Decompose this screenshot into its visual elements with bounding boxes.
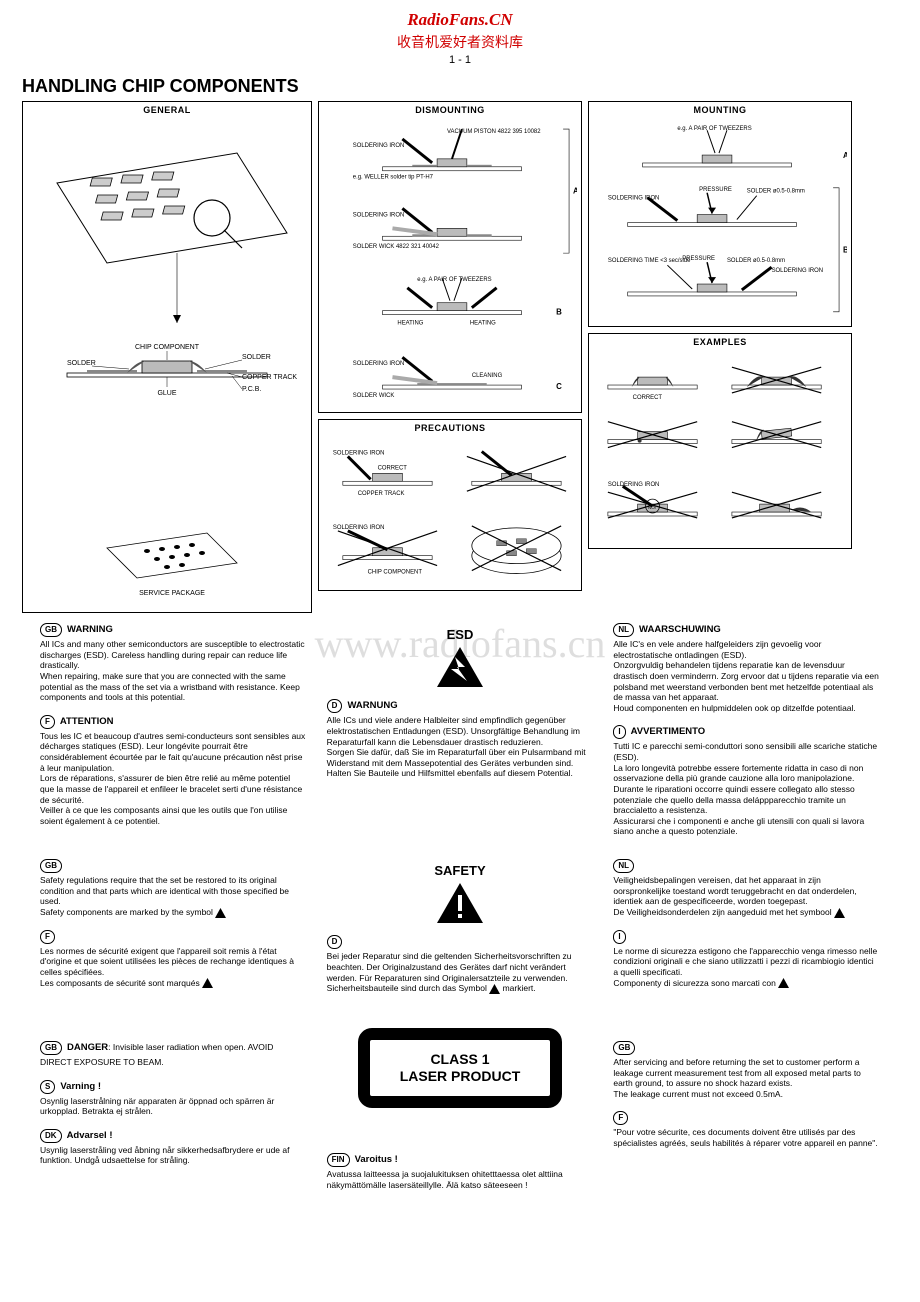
safety-gb: GB Safety regulations require that the s…	[40, 859, 307, 918]
diagram-row: GENERAL	[0, 101, 920, 613]
svg-text:HEATING: HEATING	[397, 321, 423, 327]
laser-gb-danger: GBDANGER: Invisible laser radiation when…	[40, 1041, 307, 1068]
safety-icon	[435, 881, 485, 925]
dismounting-diagram: A SOLDERING IRON VACUUM PISTON 4822 395 …	[323, 122, 577, 414]
svg-text:SOLDERING IRON: SOLDERING IRON	[608, 196, 659, 202]
svg-text:e.g. A PAIR OF TWEEZERS: e.g. A PAIR OF TWEEZERS	[417, 277, 491, 283]
svg-text:SOLDERING IRON: SOLDERING IRON	[353, 212, 404, 218]
svg-text:B: B	[843, 245, 847, 254]
safety-section: GB Safety regulations require that the s…	[0, 849, 920, 1006]
svg-text:SOLDER ø0.5-0.8mm: SOLDER ø0.5-0.8mm	[727, 258, 785, 264]
laser-s: SVarning ! Osynlig laserstrålning när ap…	[40, 1080, 307, 1117]
svg-text:CHIP COMPONENT: CHIP COMPONENT	[368, 570, 423, 576]
class1-laser-box: CLASS 1 LASER PRODUCT	[358, 1028, 562, 1108]
svg-text:e.g. A PAIR OF TWEEZERS: e.g. A PAIR OF TWEEZERS	[677, 126, 751, 132]
safety-nl: NL Veiligheidsbepalingen vereisen, dat h…	[613, 859, 880, 918]
main-title: HANDLING CHIP COMPONENTS	[0, 66, 920, 101]
svg-text:SOLDERING IRON: SOLDERING IRON	[772, 268, 823, 274]
svg-text:P.C.B.: P.C.B.	[242, 386, 261, 393]
svg-text:SOLDERING IRON: SOLDERING IRON	[333, 525, 384, 531]
panel-precautions: PRECAUTIONS SOLDERING IRON CORRECT COPPE…	[318, 419, 582, 591]
laser-f2: F "Pour votre sécurite, ces documents do…	[613, 1111, 880, 1148]
svg-text:CHIP COMPONENT: CHIP COMPONENT	[135, 344, 200, 351]
panel-precautions-title: PRECAUTIONS	[319, 420, 581, 436]
general-diagram: CHIP COMPONENT SOLDER SOLDER COPPER TRAC…	[27, 122, 307, 614]
esd-nl: NLWAARSCHUWING Alle IC's en vele andere …	[613, 623, 880, 713]
safety-heading: SAFETY	[327, 863, 594, 879]
svg-text:SERVICE PACKAGE: SERVICE PACKAGE	[139, 590, 205, 597]
page-header: RadioFans.CN 收音机爱好者资料库 1 - 1	[0, 0, 920, 66]
svg-text:B: B	[556, 308, 562, 317]
esd-heading: ESD	[327, 627, 594, 643]
svg-text:e.g. WELLER solder tip PT-H7: e.g. WELLER solder tip PT-H7	[353, 175, 433, 181]
svg-text:VACUUM PISTON 4822 395 10082: VACUUM PISTON 4822 395 10082	[447, 129, 541, 135]
esd-gb: GBWARNING All ICs and many other semicon…	[40, 623, 307, 703]
svg-text:SOLDERING IRON: SOLDERING IRON	[353, 361, 404, 367]
laser-dk: DKAdvarsel ! Usynlig laserstråling ved å…	[40, 1129, 307, 1166]
panel-general-title: GENERAL	[23, 102, 311, 118]
svg-text:CORRECT: CORRECT	[378, 465, 408, 471]
panel-dismounting: DISMOUNTING A SOLDERING IRON VACUUM PIST…	[318, 101, 582, 413]
safety-d: D Bei jeder Reparatur sind die geltenden…	[327, 935, 594, 994]
esd-icon	[435, 645, 485, 689]
safety-f: F Les normes de sécurité exigent que l'a…	[40, 930, 307, 989]
svg-text:SOLDERING TIME <3 sec/side: SOLDERING TIME <3 sec/side	[608, 258, 691, 264]
laser-section: GBDANGER: Invisible laser radiation when…	[0, 1006, 920, 1222]
panel-mounting: MOUNTING A B e.g. A PAIR OF TWEEZERS	[588, 101, 852, 327]
panel-examples: EXAMPLES CORRECT	[588, 333, 852, 549]
panel-examples-title: EXAMPLES	[589, 334, 851, 350]
examples-diagram: CORRECT	[593, 354, 847, 550]
svg-text:SOLDER WICK 4822 321 40042: SOLDER WICK 4822 321 40042	[353, 244, 439, 250]
esd-section: GBWARNING All ICs and many other semicon…	[0, 613, 920, 849]
svg-text:SOLDER WICK: SOLDER WICK	[353, 393, 395, 399]
svg-text:HEATING: HEATING	[470, 321, 496, 327]
svg-text:SOLDERING IRON: SOLDERING IRON	[608, 482, 659, 488]
svg-text:COPPER TRACK: COPPER TRACK	[358, 491, 405, 497]
svg-text:CLEANING: CLEANING	[472, 373, 503, 379]
laser-fin: FINVaroitus ! Avatussa laitteessa ja suo…	[327, 1153, 594, 1190]
panel-mounting-title: MOUNTING	[589, 102, 851, 118]
svg-text:COPPER TRACK: COPPER TRACK	[242, 374, 297, 381]
svg-text:SOLDER: SOLDER	[242, 354, 271, 361]
svg-text:SOLDERING IRON: SOLDERING IRON	[353, 143, 404, 149]
svg-text:PRESSURE: PRESSURE	[699, 187, 732, 193]
page-number: 1 - 1	[0, 54, 920, 66]
svg-text:A: A	[573, 187, 577, 196]
svg-text:GLUE: GLUE	[157, 390, 176, 397]
svg-text:SOLDERING IRON: SOLDERING IRON	[333, 450, 384, 456]
precautions-diagram: SOLDERING IRON CORRECT COPPER TRACK	[323, 440, 577, 592]
laser-gb2: GB After servicing and before returning …	[613, 1041, 880, 1100]
esd-f: FATTENTION Tous les IC et beaucoup d'aut…	[40, 715, 307, 827]
panel-general: GENERAL	[22, 101, 312, 613]
svg-text:CORRECT: CORRECT	[633, 395, 663, 401]
svg-text:SOLDER ø0.5-0.8mm: SOLDER ø0.5-0.8mm	[747, 189, 805, 195]
panel-dismounting-title: DISMOUNTING	[319, 102, 581, 118]
esd-d: DWARNUNG Alle ICs und viele andere Halbl…	[327, 699, 594, 779]
svg-text:A: A	[843, 151, 847, 160]
site-subtitle: 收音机爱好者资料库	[0, 32, 920, 52]
esd-i: IAVVERTIMENTO Tutti IC e parecchi semi-c…	[613, 725, 880, 837]
svg-text:SOLDER: SOLDER	[67, 360, 96, 367]
mounting-diagram: A B e.g. A PAIR OF TWEEZERS	[593, 122, 847, 328]
svg-text:C: C	[556, 382, 562, 391]
svg-text:PRESSURE: PRESSURE	[682, 256, 715, 262]
site-title: RadioFans.CN	[0, 10, 920, 30]
safety-i: I Le norme di sicurezza estigono che l'a…	[613, 930, 880, 989]
